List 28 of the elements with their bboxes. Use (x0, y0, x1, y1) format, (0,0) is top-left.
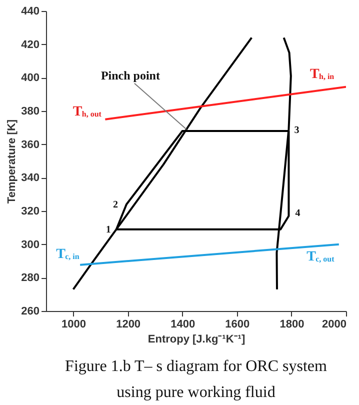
x-tick-label: 1000 (62, 318, 86, 330)
annotation: 3 (294, 125, 300, 136)
x-axis-title: Entropy [J.kg⁻¹K⁻¹] (148, 334, 246, 346)
x-tick-label: 1800 (280, 318, 304, 330)
y-tick-label: 260 (21, 306, 40, 318)
annotation: 4 (295, 208, 300, 219)
annotation: 2 (112, 199, 118, 210)
y-tick-label: 400 (21, 72, 40, 84)
annotation: Tc, out (306, 249, 335, 264)
x-tick-label: 1400 (170, 318, 196, 330)
annotation: Pinch point (100, 68, 160, 82)
y-tick-label: 440 (21, 6, 40, 18)
y-tick-label: 280 (21, 272, 40, 284)
annotation: 1 (106, 224, 111, 236)
x-tick-label: 1200 (116, 318, 141, 330)
x-tick-label: 2000 (322, 318, 346, 330)
y-tick-label: 340 (21, 172, 40, 184)
y-tick-label: 380 (21, 106, 40, 118)
x-tick-label: 1600 (225, 318, 250, 330)
caption: Figure 1.b T– s diagram for ORC system using pure working fluid (65, 358, 328, 401)
annotation: Th, out (72, 104, 102, 120)
y-tick-label: 420 (21, 38, 40, 51)
annotation: Tc, in (56, 246, 80, 262)
y-tick-label: 320 (21, 206, 40, 218)
y-tick-label: 360 (21, 138, 40, 151)
y-tick-label: 300 (21, 238, 40, 251)
annotation: Th, in (310, 66, 335, 82)
y-axis-title: Temperature [K] (6, 119, 18, 204)
